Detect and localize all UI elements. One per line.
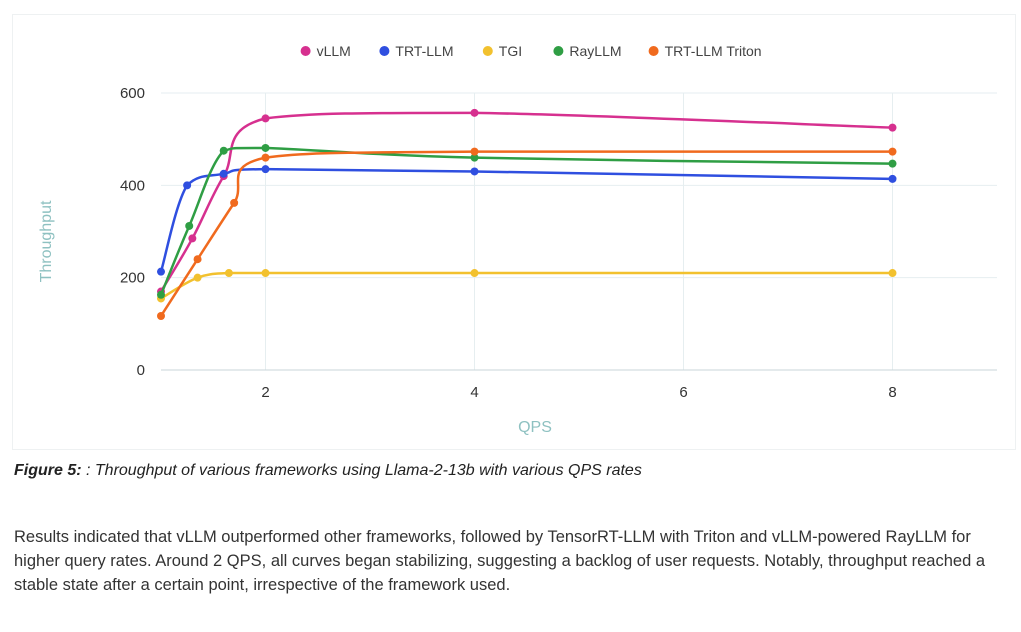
legend-label-vllm: vLLM xyxy=(317,43,351,59)
point-tgi xyxy=(261,269,270,278)
x-tick-label: 8 xyxy=(888,384,896,401)
point-trt-llm-triton xyxy=(193,255,202,264)
point-tgi xyxy=(224,269,233,278)
legend-marker-vllm xyxy=(300,46,311,56)
y-axis-title: Throughput xyxy=(38,200,55,282)
legend-marker-trt-llm xyxy=(379,46,390,56)
point-trt-llm xyxy=(219,169,228,178)
x-tick-label: 6 xyxy=(679,384,687,401)
point-rayllm xyxy=(888,159,897,168)
legend-marker-trt-llm-triton xyxy=(648,46,659,56)
axes: 0 200 400 600 2 4 6 8 QPS Throughput xyxy=(38,85,997,436)
point-tgi xyxy=(470,269,479,278)
point-trt-llm-triton xyxy=(230,198,239,207)
point-trt-llm xyxy=(470,167,479,176)
legend-label-trt-llm-triton: TRT-LLM Triton xyxy=(665,43,762,59)
legend-item-rayllm: RayLLM xyxy=(553,43,622,59)
y-tick-label: 200 xyxy=(120,270,145,287)
legend-item-trt-llm: TRT-LLM xyxy=(379,43,453,59)
point-rayllm xyxy=(157,290,165,299)
results-paragraph: Results indicated that vLLM outperformed… xyxy=(14,528,986,594)
grid xyxy=(161,92,997,371)
series-trt-llm xyxy=(157,165,897,276)
x-axis-title: QPS xyxy=(518,419,552,436)
x-tick-label: 2 xyxy=(261,384,269,401)
point-rayllm xyxy=(185,221,194,230)
legend-item-tgi: TGI xyxy=(482,43,522,59)
point-vllm xyxy=(261,114,270,123)
point-tgi xyxy=(888,269,897,278)
point-trt-llm-triton xyxy=(157,311,165,320)
point-trt-llm-triton xyxy=(888,147,897,156)
legend-marker-rayllm xyxy=(553,46,564,56)
y-tick-label: 600 xyxy=(120,85,145,102)
point-trt-llm xyxy=(261,165,270,174)
legend-label-trt-llm: TRT-LLM xyxy=(395,43,453,59)
point-vllm xyxy=(888,123,897,132)
series-trt-llm-triton xyxy=(157,147,897,320)
series-vllm xyxy=(157,108,897,296)
point-rayllm xyxy=(470,153,479,162)
legend-label-tgi: TGI xyxy=(499,43,522,59)
legend: vLLM TRT-LLM TGI RayLLM TRT-LLM Triton xyxy=(300,43,762,59)
y-tick-label: 400 xyxy=(120,177,145,194)
throughput-chart: 0 200 400 600 2 4 6 8 QPS Throughput vLLM TRT-LLM T… xyxy=(38,43,997,436)
line-vllm xyxy=(159,111,893,293)
line-tgi xyxy=(160,271,893,300)
y-tick-label: 0 xyxy=(137,362,145,379)
chart-card: 0 200 400 600 2 4 6 8 QPS Throughput vLLM TRT-LLM T… xyxy=(12,14,1016,450)
caption-label: Figure 5: xyxy=(14,462,82,479)
point-trt-llm xyxy=(157,267,165,276)
point-rayllm xyxy=(219,146,228,155)
legend-item-trt-llm-triton: TRT-LLM Triton xyxy=(648,43,762,59)
point-trt-llm-triton xyxy=(470,147,479,156)
series-lines xyxy=(157,108,897,320)
point-rayllm xyxy=(261,143,270,152)
series-rayllm xyxy=(157,143,897,299)
point-vllm xyxy=(470,108,479,117)
point-trt-llm xyxy=(888,174,897,183)
legend-item-vllm: vLLM xyxy=(300,43,351,59)
point-tgi xyxy=(193,273,202,282)
legend-label-rayllm: RayLLM xyxy=(569,43,621,59)
point-trt-llm-triton xyxy=(261,153,270,162)
series-tgi xyxy=(157,269,897,303)
caption-text: : Throughput of various frameworks using… xyxy=(81,462,642,479)
x-tick-label: 4 xyxy=(470,384,478,401)
legend-marker-tgi xyxy=(482,46,493,56)
point-vllm xyxy=(188,234,197,243)
line-trt-llm xyxy=(159,167,893,273)
figure-caption: Figure 5: : Throughput of various framew… xyxy=(14,462,642,480)
point-trt-llm xyxy=(183,181,192,190)
